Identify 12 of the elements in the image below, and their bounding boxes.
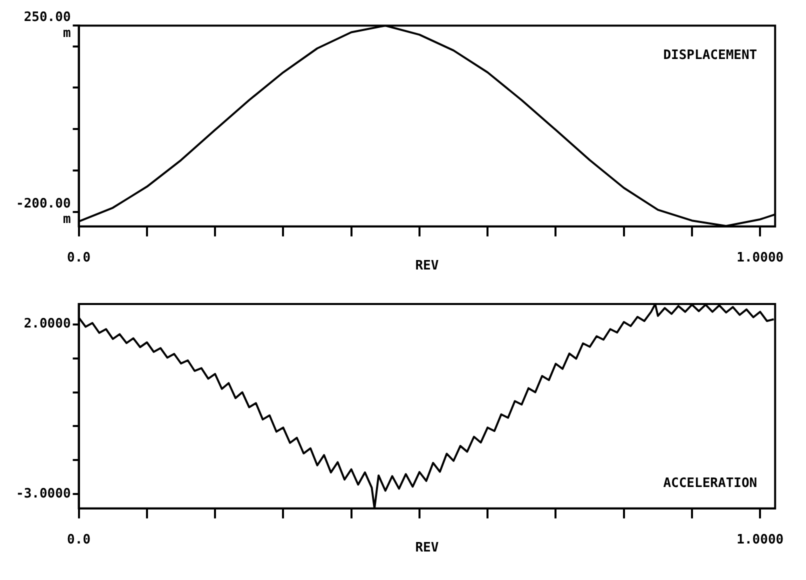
annotation: DISPLACEMENT bbox=[663, 48, 758, 63]
y-tick-label: 2.0000 bbox=[24, 316, 71, 332]
x-tick-label: 1.0000 bbox=[736, 532, 784, 548]
x-axis-title: REV bbox=[415, 258, 439, 274]
x-tick-label: 0.0 bbox=[67, 532, 91, 548]
x-axis-title: REV bbox=[415, 540, 439, 556]
x-tick-label: 0.0 bbox=[67, 250, 91, 266]
annotation: ACCELERATION bbox=[663, 476, 758, 491]
y-tick-label: -3.0000 bbox=[16, 486, 71, 502]
y-tick-label: -200.00 m bbox=[16, 196, 71, 228]
y-tick-label: 250.00 m bbox=[24, 10, 71, 41]
x-tick-label: 1.0000 bbox=[736, 250, 784, 266]
